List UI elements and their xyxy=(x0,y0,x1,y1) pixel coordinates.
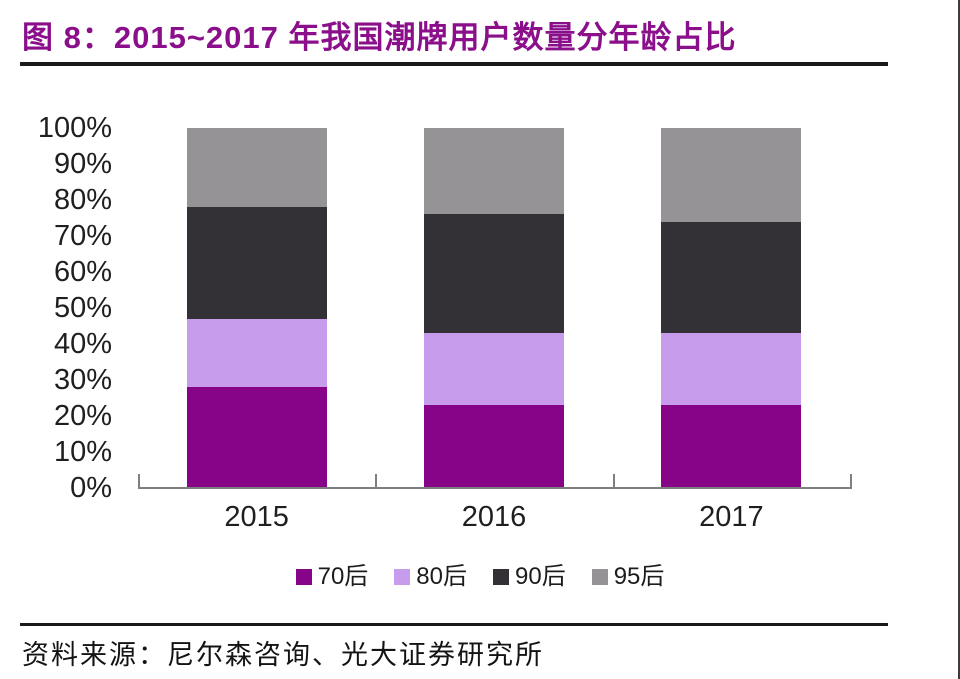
x-axis-tick xyxy=(375,474,378,488)
bar-segment-2015-70后 xyxy=(186,387,327,488)
x-tick-label-2015: 2015 xyxy=(224,501,289,533)
bar-segment-2015-80后 xyxy=(186,318,327,388)
y-tick-label: 20% xyxy=(53,400,112,432)
page-right-border xyxy=(958,0,960,679)
x-tick-label-2017: 2017 xyxy=(699,501,764,533)
bar-segment-2016-95后 xyxy=(424,128,564,215)
y-tick-label: 50% xyxy=(53,292,112,324)
bar-segment-2016-80后 xyxy=(424,333,564,406)
legend-swatch-icon xyxy=(295,569,312,585)
x-axis-line xyxy=(138,487,852,489)
y-tick-label: 70% xyxy=(53,220,112,252)
bar-segment-2015-95后 xyxy=(186,128,327,208)
y-tick-label: 60% xyxy=(53,256,112,288)
y-tick-label: 40% xyxy=(53,328,112,360)
bar-segment-2017-90后 xyxy=(661,221,802,334)
legend-label: 90后 xyxy=(515,563,566,590)
y-tick-label: 0% xyxy=(70,472,112,504)
x-axis-tick xyxy=(612,474,615,488)
y-tick-label: 90% xyxy=(53,148,112,180)
legend-swatch-icon xyxy=(394,569,411,585)
bar-segment-2017-95后 xyxy=(661,128,802,222)
legend: 70后 80后 90后 95后 xyxy=(0,565,960,589)
legend-swatch-icon xyxy=(591,569,608,585)
bar-segment-2016-90后 xyxy=(424,214,564,334)
y-tick-label: 30% xyxy=(53,364,112,396)
y-tick-label: 10% xyxy=(53,436,112,468)
x-tick-label-2016: 2016 xyxy=(461,501,527,533)
bar-segment-2017-80后 xyxy=(661,333,802,406)
y-tick-label: 80% xyxy=(53,184,112,216)
x-axis-tick xyxy=(850,474,852,488)
bar-segment-2016-70后 xyxy=(424,405,564,488)
source-divider xyxy=(20,623,888,626)
legend-swatch-icon xyxy=(493,569,509,585)
legend-item-90后: 90后 xyxy=(493,565,566,589)
legend-label: 70后 xyxy=(317,563,369,590)
x-axis-tick xyxy=(138,474,140,488)
legend-label: 95后 xyxy=(613,563,665,590)
legend-item-70后: 70后 xyxy=(295,563,369,590)
title-divider xyxy=(20,62,888,66)
bar-segment-2017-70后 xyxy=(661,405,802,488)
source-text: 资料来源：尼尔森咨询、光大证券研究所 xyxy=(22,640,544,670)
y-tick-label: 100% xyxy=(37,112,112,144)
legend-item-95后: 95后 xyxy=(591,563,665,590)
legend-label: 80后 xyxy=(416,563,467,590)
figure-title: 图 8：2015~2017 年我国潮牌用户数量分年龄占比 xyxy=(22,20,737,55)
legend-item-80后: 80后 xyxy=(394,565,467,589)
bar-segment-2015-90后 xyxy=(186,207,327,319)
